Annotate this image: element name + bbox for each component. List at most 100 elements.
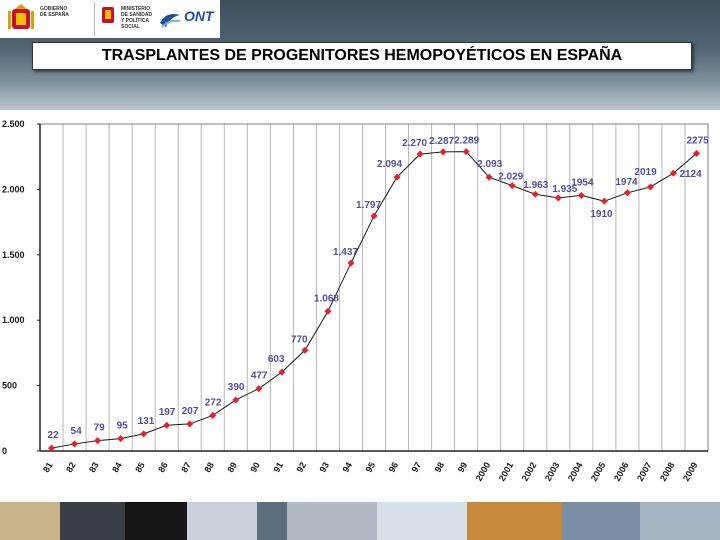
data-point-marker [508, 182, 516, 190]
government-logo: GOBIERNO DE ESPAÑA [4, 2, 92, 36]
x-tick-label: 82 [64, 460, 78, 474]
data-point-marker [623, 189, 631, 197]
data-label: 197 [159, 407, 176, 418]
photo-7 [377, 502, 467, 540]
data-label: 2.094 [377, 159, 402, 170]
data-point-marker [692, 149, 701, 157]
ministry-crest-icon [102, 7, 114, 23]
ministry-line-1: MINISTERIO [121, 6, 151, 12]
data-point-marker [669, 169, 677, 177]
ministry-logo: MINISTERIO DE SANIDAD Y POLÍTICA SOCIAL [94, 2, 161, 36]
data-point-marker [163, 421, 171, 429]
photo-10 [640, 502, 720, 540]
x-tick-label: 90 [248, 460, 262, 474]
ministry-line-2: DE SANIDAD [121, 12, 153, 18]
chart-grid [39, 124, 709, 451]
x-tick-label: 85 [133, 460, 147, 474]
data-label: 2124 [679, 169, 702, 180]
data-point-marker [278, 368, 286, 376]
data-label: 2275 [686, 135, 709, 146]
data-label: 1.935 [552, 184, 577, 195]
data-point-marker [71, 440, 79, 448]
data-label: 2.093 [477, 159, 502, 170]
data-point-marker [186, 420, 194, 428]
data-point-marker [439, 148, 447, 156]
data-point-marker [232, 396, 240, 404]
spain-crest-icon [8, 4, 34, 29]
x-tick-label: 92 [294, 460, 308, 474]
x-tick-label: 86 [156, 460, 170, 474]
ont-logo-text: ONT [184, 8, 214, 24]
gov-logo-line-2: DE ESPAÑA [40, 12, 69, 18]
data-point-marker [117, 435, 125, 443]
data-point-marker [255, 385, 263, 393]
y-tick-label: 500 [2, 381, 17, 391]
x-tick-label: 88 [202, 460, 216, 474]
y-tick-label: 2.500 [2, 119, 25, 129]
x-tick-label: 94 [340, 460, 354, 474]
photo-1 [0, 502, 60, 540]
ont-logo: ONT [158, 6, 218, 34]
data-label: 1.437 [333, 247, 358, 258]
x-tick-label: 97 [410, 460, 424, 474]
data-label: 477 [251, 371, 268, 382]
logo-strip: GOBIERNO DE ESPAÑA MINISTERIO DE SANIDAD… [0, 0, 220, 38]
data-label: 1954 [571, 177, 594, 188]
slide-title: TRASPLANTES DE PROGENITORES HEMOPOYÉTICO… [101, 47, 623, 64]
data-label: 1974 [615, 177, 638, 188]
data-label: 1.963 [523, 180, 548, 191]
x-tick-label: 89 [225, 460, 239, 474]
data-label: 2019 [634, 167, 657, 178]
data-label: 603 [268, 354, 285, 365]
chart-axes [39, 123, 709, 452]
x-tick-label: 95 [364, 460, 378, 474]
y-tick-label: 2.000 [2, 184, 25, 194]
x-tick-label: 98 [433, 460, 447, 474]
data-point-marker [324, 307, 332, 315]
data-label: 54 [71, 426, 83, 437]
data-point-marker [393, 173, 401, 181]
ministry-line-3: Y POLÍTICA SOCIAL [121, 18, 149, 30]
data-label: 207 [182, 406, 199, 417]
data-point-marker [577, 191, 585, 199]
data-point-marker [462, 148, 470, 156]
data-point-marker [209, 411, 217, 419]
photo-5 [257, 502, 287, 540]
x-tick-label: 91 [271, 460, 285, 474]
data-label: 1.797 [356, 200, 381, 211]
x-tick-label: 96 [387, 460, 401, 474]
photo-8 [467, 502, 562, 540]
footer-photos [0, 502, 720, 540]
chart-background [0, 110, 720, 502]
data-label: 1910 [590, 209, 613, 220]
slide-title-box: TRASPLANTES DE PROGENITORES HEMOPOYÉTICO… [32, 42, 692, 70]
x-tick-label: 99 [456, 460, 470, 474]
data-label: 22 [48, 430, 60, 441]
x-tick-label: 84 [110, 460, 124, 474]
data-label: 95 [117, 421, 129, 432]
data-point-marker [554, 194, 562, 202]
data-point-marker [485, 173, 493, 181]
y-tick-label: 1.000 [2, 315, 25, 325]
data-label: 390 [228, 382, 245, 393]
photo-9 [562, 502, 640, 540]
ont-swirl-icon [160, 14, 181, 28]
series-line-group [47, 148, 701, 452]
data-label: 131 [138, 416, 155, 427]
x-tick-label: 83 [87, 460, 101, 474]
y-tick-label: 0 [2, 446, 7, 456]
data-label: 2.289 [454, 136, 479, 147]
gov-logo-line-1: GOBIERNO [40, 6, 68, 12]
y-tick-label: 1.500 [2, 250, 25, 260]
data-point-marker [531, 190, 539, 198]
data-point-marker [646, 183, 654, 191]
data-label: 1.068 [314, 293, 339, 304]
photo-6 [287, 502, 377, 540]
data-label: 2.287 [429, 136, 454, 147]
photo-3 [125, 502, 187, 540]
data-label: 2.270 [402, 138, 427, 149]
data-point-marker [600, 197, 608, 205]
data-point-marker [416, 150, 424, 158]
data-point-marker [347, 259, 355, 267]
